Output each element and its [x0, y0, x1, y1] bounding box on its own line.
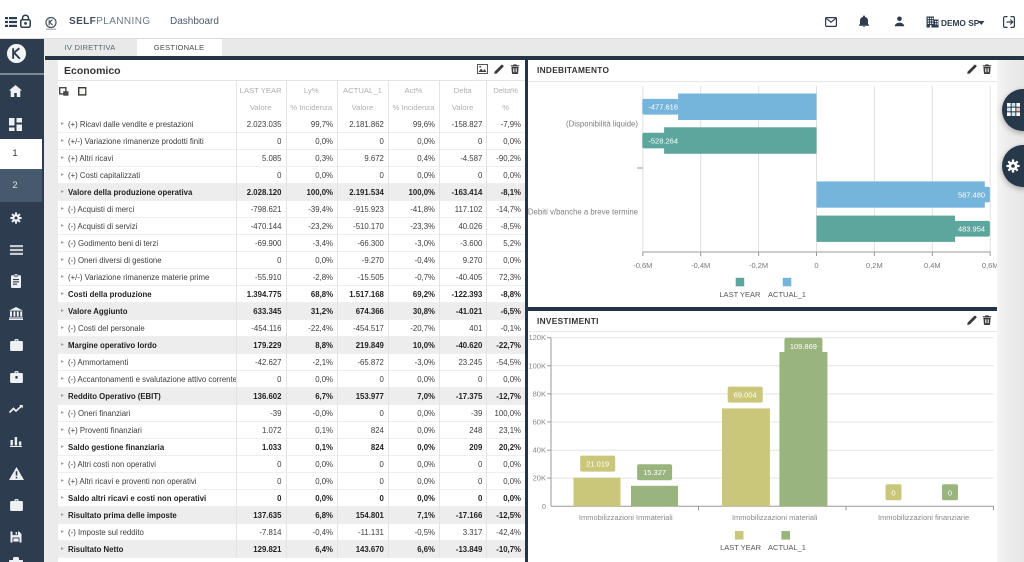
svg-text:Immobilizzazioni Immateriali: Immobilizzazioni Immateriali	[579, 513, 673, 522]
svg-text:LAST YEAR: LAST YEAR	[720, 543, 762, 552]
svg-text:15.327: 15.327	[643, 468, 666, 477]
svg-text:40K: 40K	[533, 446, 546, 455]
svg-text:0: 0	[891, 488, 895, 497]
svg-text:-0,6M: -0,6M	[633, 261, 652, 270]
svg-text:109.869: 109.869	[790, 342, 817, 351]
svg-text:20K: 20K	[533, 474, 546, 483]
svg-text:587.480: 587.480	[958, 191, 985, 200]
svg-text:60K: 60K	[533, 418, 546, 427]
svg-text:0: 0	[814, 261, 818, 270]
svg-text:0,6M: 0,6M	[982, 261, 997, 270]
svg-text:0: 0	[542, 502, 546, 511]
svg-text:120K: 120K	[528, 333, 546, 342]
svg-text:-0,2M: -0,2M	[749, 261, 768, 270]
svg-text:69.004: 69.004	[734, 391, 757, 400]
svg-text:(Disponibilità liquide): (Disponibilità liquide)	[566, 120, 638, 129]
svg-text:Immobilizzazioni materiali: Immobilizzazioni materiali	[732, 513, 818, 522]
svg-text:ACTUAL_1: ACTUAL_1	[768, 290, 806, 299]
svg-text:Immobilizzazioni finanziarie: Immobilizzazioni finanziarie	[878, 513, 969, 522]
svg-text:0: 0	[948, 488, 952, 497]
svg-text:ACTUAL_1: ACTUAL_1	[768, 543, 806, 552]
svg-text:LAST YEAR: LAST YEAR	[719, 290, 761, 299]
svg-text:100K: 100K	[528, 361, 546, 370]
svg-text:0,4M: 0,4M	[924, 261, 941, 270]
svg-text:483.954: 483.954	[958, 225, 985, 234]
svg-text:-528.264: -528.264	[648, 137, 678, 146]
svg-text:21.019: 21.019	[586, 460, 609, 469]
svg-text:-0,4M: -0,4M	[691, 261, 710, 270]
svg-text:80K: 80K	[533, 389, 546, 398]
svg-text:Debiti v/banche a breve termin: Debiti v/banche a breve termine	[528, 207, 638, 216]
svg-text:-477.616: -477.616	[648, 103, 678, 112]
svg-text:0,2M: 0,2M	[866, 261, 883, 270]
